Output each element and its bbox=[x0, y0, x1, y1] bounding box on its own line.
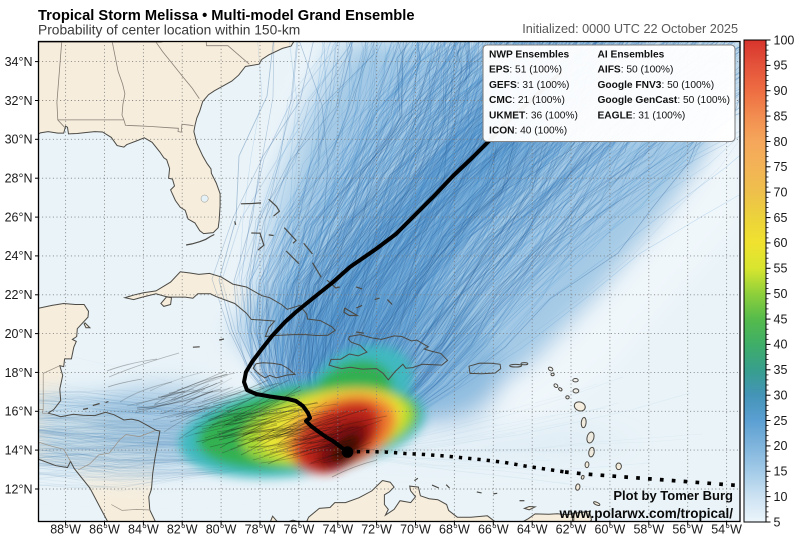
svg-text:Plot by Tomer Burg: Plot by Tomer Burg bbox=[613, 488, 733, 503]
svg-text:68°W: 68°W bbox=[439, 523, 470, 537]
svg-text:40: 40 bbox=[774, 338, 788, 352]
svg-text:66°W: 66°W bbox=[478, 523, 509, 537]
svg-text:30°N: 30°N bbox=[5, 133, 33, 147]
svg-text:34°N: 34°N bbox=[5, 55, 33, 69]
svg-text:80°W: 80°W bbox=[206, 523, 237, 537]
svg-text:60: 60 bbox=[774, 236, 788, 250]
svg-text:30: 30 bbox=[774, 389, 788, 403]
svg-text:70°W: 70°W bbox=[400, 523, 431, 537]
svg-text:5: 5 bbox=[774, 515, 781, 529]
svg-text:16°N: 16°N bbox=[5, 405, 33, 419]
svg-text:32°N: 32°N bbox=[5, 94, 33, 108]
svg-text:62°W: 62°W bbox=[556, 523, 587, 537]
svg-text:86°W: 86°W bbox=[89, 523, 120, 537]
svg-text:AIFS: 50 (100%): AIFS: 50 (100%) bbox=[598, 65, 674, 76]
svg-text:20: 20 bbox=[774, 439, 788, 453]
svg-text:Google GenCast: 50 (100%): Google GenCast: 50 (100%) bbox=[598, 95, 731, 106]
svg-text:50: 50 bbox=[774, 287, 788, 301]
svg-text:18°N: 18°N bbox=[5, 366, 33, 380]
svg-text:54°W: 54°W bbox=[711, 523, 742, 537]
svg-text:56°W: 56°W bbox=[672, 523, 703, 537]
svg-text:58°W: 58°W bbox=[633, 523, 664, 537]
svg-text:82°W: 82°W bbox=[167, 523, 198, 537]
svg-text:75: 75 bbox=[774, 160, 788, 174]
svg-text:70: 70 bbox=[774, 186, 788, 200]
svg-text:24°N: 24°N bbox=[5, 249, 33, 263]
svg-text:25: 25 bbox=[774, 414, 788, 428]
svg-text:100: 100 bbox=[774, 33, 795, 47]
svg-text:UKMET: 36 (100%): UKMET: 36 (100%) bbox=[489, 110, 578, 121]
svg-text:26°N: 26°N bbox=[5, 210, 33, 224]
svg-text:CMC: 21 (100%): CMC: 21 (100%) bbox=[489, 95, 565, 106]
svg-text:95: 95 bbox=[774, 59, 788, 73]
svg-text:35: 35 bbox=[774, 363, 788, 377]
svg-text:55: 55 bbox=[774, 262, 788, 276]
svg-text:Initialized: 0000 UTC 22 Octob: Initialized: 0000 UTC 22 October 2025 bbox=[522, 22, 738, 36]
svg-text:88°W: 88°W bbox=[50, 523, 81, 537]
svg-text:EPS: 51 (100%): EPS: 51 (100%) bbox=[489, 65, 562, 76]
svg-text:28°N: 28°N bbox=[5, 172, 33, 186]
svg-text:ICON: 40 (100%): ICON: 40 (100%) bbox=[489, 126, 567, 137]
svg-text:EAGLE: 31 (100%): EAGLE: 31 (100%) bbox=[598, 110, 686, 121]
svg-text:45: 45 bbox=[774, 312, 788, 326]
svg-text:84°W: 84°W bbox=[128, 523, 159, 537]
svg-text:60°W: 60°W bbox=[595, 523, 626, 537]
svg-text:GEFS: 31 (100%): GEFS: 31 (100%) bbox=[489, 80, 569, 91]
svg-text:Tropical Storm Melissa • Multi: Tropical Storm Melissa • Multi-model Gra… bbox=[38, 8, 415, 24]
svg-text:76°W: 76°W bbox=[284, 523, 315, 537]
svg-text:AI Ensembles: AI Ensembles bbox=[598, 49, 665, 60]
svg-text:15: 15 bbox=[774, 465, 788, 479]
svg-text:80: 80 bbox=[774, 135, 788, 149]
svg-text:64°W: 64°W bbox=[517, 523, 548, 537]
svg-text:78°W: 78°W bbox=[245, 523, 276, 537]
svg-text:90: 90 bbox=[774, 84, 788, 98]
svg-text:20°N: 20°N bbox=[5, 327, 33, 341]
svg-text:10: 10 bbox=[774, 490, 788, 504]
svg-text:85: 85 bbox=[774, 109, 788, 123]
svg-text:22°N: 22°N bbox=[5, 288, 33, 302]
svg-text:Probability of center location: Probability of center location within 15… bbox=[38, 23, 300, 38]
svg-text:NWP Ensembles: NWP Ensembles bbox=[489, 49, 570, 60]
svg-text:14°N: 14°N bbox=[5, 443, 33, 457]
svg-text:74°W: 74°W bbox=[322, 523, 353, 537]
svg-text:65: 65 bbox=[774, 211, 788, 225]
svg-text:www.polarwx.com/tropical/: www.polarwx.com/tropical/ bbox=[558, 506, 733, 521]
svg-text:72°W: 72°W bbox=[361, 523, 392, 537]
svg-text:Google FNV3: 50 (100%): Google FNV3: 50 (100%) bbox=[598, 80, 715, 91]
svg-text:12°N: 12°N bbox=[5, 482, 33, 496]
